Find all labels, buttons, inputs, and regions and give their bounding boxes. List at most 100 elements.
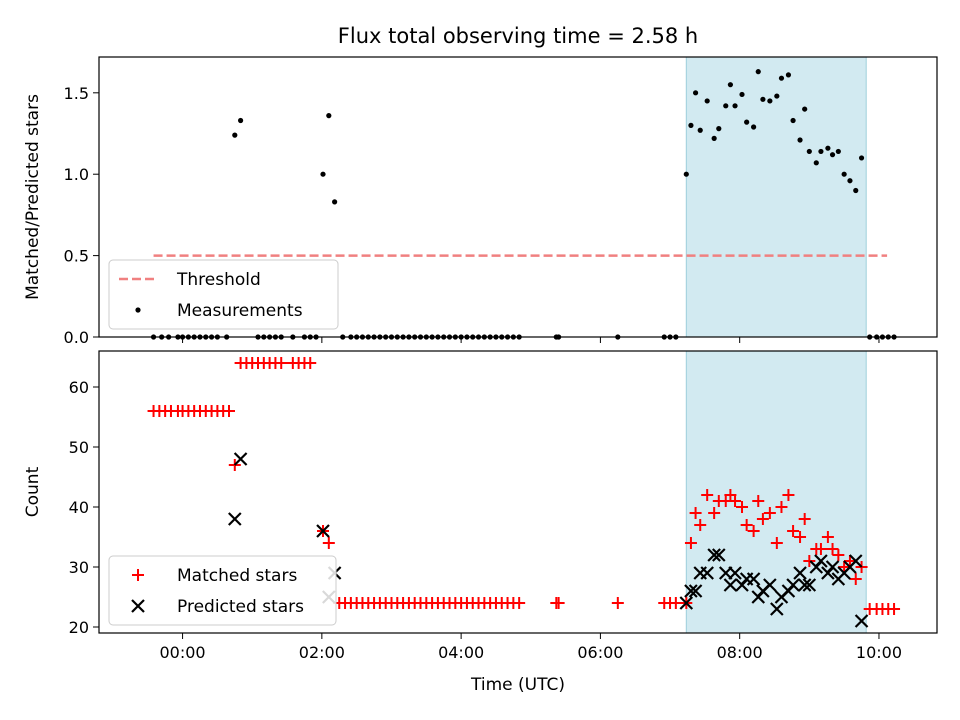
- matched-point: [322, 537, 335, 549]
- matched-point: [814, 543, 827, 555]
- measurement-point: [704, 98, 710, 104]
- matched-point: [752, 495, 765, 507]
- measurement-point: [797, 137, 803, 143]
- legend-label: Threshold: [176, 270, 261, 290]
- matched-point: [222, 405, 235, 417]
- measurement-point: [829, 152, 836, 158]
- matched-point: [770, 537, 783, 549]
- legend-box: [108, 555, 337, 626]
- observing-span: [685, 350, 867, 634]
- matched-point: [729, 495, 742, 507]
- measurement-point: [320, 171, 326, 177]
- predicted-point: [688, 584, 703, 598]
- ratio-panel: 0.0 0.5 1.0 1.5 Matched/Predicted stars Thres…: [23, 56, 938, 347]
- matched-point: [826, 543, 839, 555]
- predicted-point: [848, 554, 863, 568]
- matched-point: [798, 513, 811, 525]
- measurement-point: [818, 148, 824, 155]
- measurement-point: [806, 148, 812, 155]
- matched-point: [694, 519, 707, 531]
- measurement-point: [835, 148, 841, 155]
- matched-point: [787, 525, 800, 537]
- y-tick-label: 0.0: [64, 328, 89, 347]
- y-tick-label: 0.5: [64, 247, 89, 266]
- matched-point: [849, 573, 862, 585]
- y-tick-label: 30: [69, 558, 89, 577]
- matched-point: [669, 597, 682, 609]
- measurement-point: [711, 135, 717, 141]
- predicted-point: [728, 566, 742, 580]
- matched-point: [740, 519, 753, 531]
- predicted-point: [854, 614, 869, 628]
- matched-point: [838, 561, 851, 573]
- matched-point: [803, 555, 816, 567]
- predicted-point: [770, 602, 784, 616]
- predicted-point: [679, 596, 694, 610]
- matched-point: [843, 555, 856, 567]
- y-tick-label: 20: [69, 618, 89, 637]
- measurement-point: [716, 126, 722, 132]
- measurement-point: [853, 187, 859, 194]
- matched-point: [775, 501, 788, 513]
- matched-point: [708, 507, 721, 519]
- predicted-point: [233, 452, 248, 466]
- legend-matched-swatch: [132, 569, 144, 581]
- y-tick-label: 60: [69, 378, 89, 397]
- predicted-point: [746, 572, 761, 586]
- measurement-point: [847, 178, 853, 184]
- predicted-point: [814, 554, 828, 568]
- predicted-point: [797, 578, 812, 592]
- matched-point: [304, 357, 317, 369]
- matched-point: [552, 597, 565, 609]
- x-tick-label: 08:00: [717, 643, 763, 662]
- measurement-point: [841, 171, 847, 177]
- legend-label: Predicted stars: [177, 597, 304, 617]
- legend-box: [108, 259, 339, 330]
- measurement-point: [723, 103, 729, 109]
- measurement-point: [739, 91, 745, 98]
- predicted-point: [825, 560, 840, 574]
- legend-predicted-swatch: [131, 599, 145, 613]
- y-axis-label: Count: [23, 466, 43, 517]
- y-axis-label: Matched/Predicted stars: [23, 94, 43, 300]
- predicted-point: [228, 512, 242, 526]
- predicted-point: [802, 578, 817, 592]
- measurement-point: [727, 82, 734, 88]
- measurement-point: [732, 103, 738, 109]
- y-tick-label: 50: [69, 438, 89, 457]
- series-0: [147, 357, 901, 615]
- matched-point: [513, 597, 526, 609]
- measurement-point: [774, 93, 780, 99]
- predicted-point: [684, 584, 698, 598]
- matched-point: [275, 357, 288, 369]
- predicted-point: [712, 548, 726, 562]
- matched-point: [888, 603, 901, 615]
- predicted-point: [793, 566, 807, 580]
- measurement-point: [790, 117, 796, 124]
- matched-point: [684, 537, 697, 549]
- measurement-point: [238, 117, 244, 124]
- matched-point: [689, 507, 702, 519]
- x-tick-label: 04:00: [438, 643, 484, 662]
- measurement-point: [326, 113, 332, 119]
- measurement-point: [767, 98, 773, 104]
- matched-point: [701, 489, 714, 501]
- predicted-point: [700, 566, 714, 580]
- matched-point: [821, 531, 834, 543]
- measurement-point: [785, 72, 792, 78]
- measurement-point: [802, 106, 808, 112]
- axes-frame: [98, 350, 938, 634]
- measurement-point: [744, 119, 750, 125]
- measurement-point: [778, 75, 785, 81]
- measurement-point: [760, 96, 766, 102]
- matched-point: [736, 501, 749, 513]
- legend-label: Matched stars: [177, 566, 297, 586]
- measurement-point: [813, 160, 819, 166]
- x-tick-label: 02:00: [299, 643, 345, 662]
- legend-measurement-swatch: [135, 307, 141, 313]
- x-tick-label: 00:00: [160, 643, 206, 662]
- matched-point: [832, 549, 845, 561]
- x-axis-label: Time (UTC): [470, 675, 565, 695]
- y-tick-label: 1.5: [64, 84, 89, 103]
